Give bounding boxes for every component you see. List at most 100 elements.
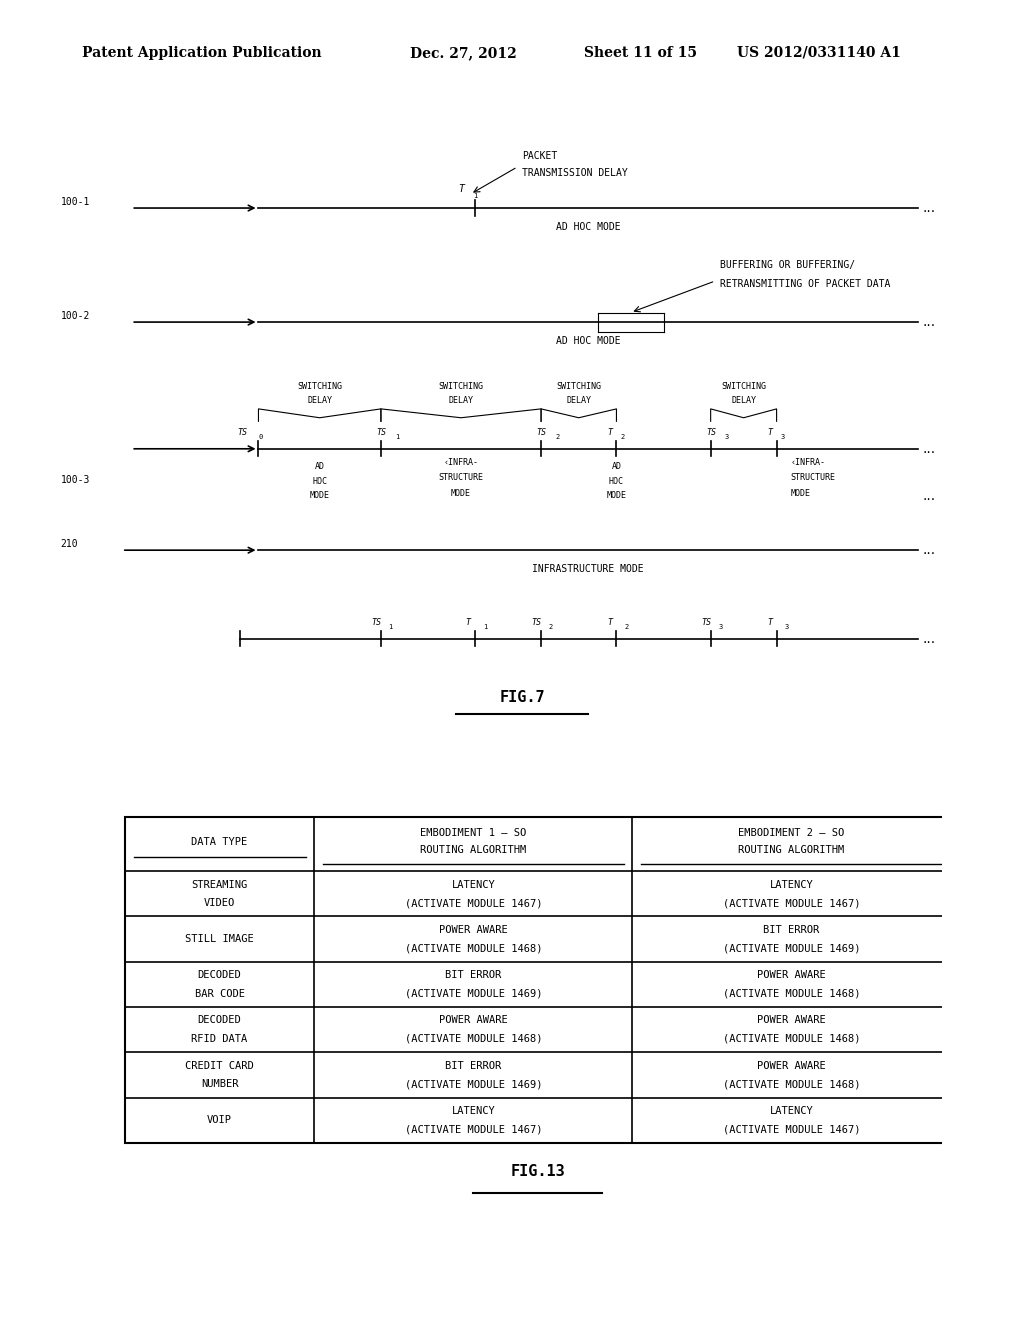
Text: 1: 1 — [482, 624, 487, 630]
Text: 2: 2 — [549, 624, 553, 630]
Text: SWITCHING: SWITCHING — [556, 381, 601, 391]
Text: US 2012/0331140 A1: US 2012/0331140 A1 — [737, 46, 901, 59]
Text: T: T — [466, 618, 471, 627]
Text: TRANSMISSION DELAY: TRANSMISSION DELAY — [522, 169, 628, 178]
Text: AD HOC MODE: AD HOC MODE — [556, 222, 621, 232]
Text: (ACTIVATE MODULE 1467): (ACTIVATE MODULE 1467) — [723, 1125, 860, 1135]
Text: MODE: MODE — [451, 490, 471, 499]
Text: HOC: HOC — [609, 477, 624, 486]
Text: 0: 0 — [258, 434, 263, 440]
Text: ‹INFRA-: ‹INFRA- — [791, 458, 825, 467]
Text: ‹INFRA-: ‹INFRA- — [443, 458, 478, 467]
Text: AD HOC MODE: AD HOC MODE — [556, 337, 621, 346]
Text: ROUTING ALGORITHM: ROUTING ALGORITHM — [738, 845, 845, 855]
Text: BAR CODE: BAR CODE — [195, 989, 245, 999]
Text: TS: TS — [701, 618, 712, 627]
Text: 100-1: 100-1 — [60, 197, 90, 207]
Text: TS: TS — [372, 618, 382, 627]
Text: LATENCY: LATENCY — [452, 879, 496, 890]
Text: TS: TS — [706, 428, 716, 437]
Text: (ACTIVATE MODULE 1467): (ACTIVATE MODULE 1467) — [723, 898, 860, 908]
Text: INFRASTRUCTURE MODE: INFRASTRUCTURE MODE — [532, 565, 644, 574]
Text: TS: TS — [376, 428, 386, 437]
Text: TS: TS — [531, 618, 542, 627]
Text: TS: TS — [238, 428, 248, 437]
Text: SWITCHING: SWITCHING — [438, 381, 483, 391]
Text: Patent Application Publication: Patent Application Publication — [82, 46, 322, 59]
Text: DECODED: DECODED — [198, 1015, 242, 1026]
Text: STILL IMAGE: STILL IMAGE — [185, 935, 254, 944]
Text: MODE: MODE — [791, 490, 811, 499]
Text: ...: ... — [923, 442, 936, 455]
Text: T: T — [767, 428, 772, 437]
Text: PACKET: PACKET — [522, 150, 557, 161]
Text: HOC: HOC — [312, 477, 328, 486]
Text: T: T — [607, 428, 612, 437]
Text: T: T — [458, 183, 464, 194]
Text: 1: 1 — [473, 193, 477, 198]
Text: (ACTIVATE MODULE 1467): (ACTIVATE MODULE 1467) — [404, 1125, 542, 1135]
Text: NUMBER: NUMBER — [201, 1080, 239, 1089]
Text: 2: 2 — [555, 434, 559, 440]
Text: 3: 3 — [725, 434, 729, 440]
Text: FIG.7: FIG.7 — [500, 690, 545, 705]
Text: VIDEO: VIDEO — [204, 898, 236, 908]
Text: ...: ... — [923, 315, 936, 329]
Text: 2: 2 — [621, 434, 625, 440]
Text: 3: 3 — [784, 624, 788, 630]
Text: SWITCHING: SWITCHING — [721, 381, 766, 391]
Text: T: T — [607, 618, 612, 627]
Text: (ACTIVATE MODULE 1468): (ACTIVATE MODULE 1468) — [404, 944, 542, 953]
Text: POWER AWARE: POWER AWARE — [439, 1015, 508, 1026]
Text: (ACTIVATE MODULE 1467): (ACTIVATE MODULE 1467) — [404, 898, 542, 908]
Text: BIT ERROR: BIT ERROR — [445, 970, 502, 981]
Text: POWER AWARE: POWER AWARE — [439, 925, 508, 935]
Text: DELAY: DELAY — [449, 396, 473, 405]
Text: VOIP: VOIP — [207, 1115, 232, 1125]
Text: TS: TS — [537, 428, 547, 437]
Text: 2: 2 — [624, 624, 629, 630]
Text: POWER AWARE: POWER AWARE — [757, 1015, 826, 1026]
Text: BIT ERROR: BIT ERROR — [445, 1061, 502, 1071]
Text: DELAY: DELAY — [307, 396, 332, 405]
Text: (ACTIVATE MODULE 1469): (ACTIVATE MODULE 1469) — [404, 989, 542, 999]
Text: Sheet 11 of 15: Sheet 11 of 15 — [584, 46, 696, 59]
Text: EMBODIMENT 2 – SO: EMBODIMENT 2 – SO — [738, 828, 845, 838]
Text: 100-3: 100-3 — [60, 475, 90, 486]
Text: (ACTIVATE MODULE 1468): (ACTIVATE MODULE 1468) — [723, 1034, 860, 1044]
Text: 1: 1 — [395, 434, 399, 440]
Text: STRUCTURE: STRUCTURE — [438, 474, 483, 483]
Text: DELAY: DELAY — [566, 396, 591, 405]
Text: 100-2: 100-2 — [60, 310, 90, 321]
Text: RFID DATA: RFID DATA — [191, 1034, 248, 1044]
Text: 3: 3 — [718, 624, 723, 630]
Text: LATENCY: LATENCY — [770, 1106, 813, 1115]
Text: STREAMING: STREAMING — [191, 879, 248, 890]
Text: RETRANSMITTING OF PACKET DATA: RETRANSMITTING OF PACKET DATA — [720, 280, 891, 289]
Text: 210: 210 — [60, 539, 78, 549]
Text: AD: AD — [314, 462, 325, 471]
Text: Dec. 27, 2012: Dec. 27, 2012 — [410, 46, 516, 59]
Bar — [125, 817, 950, 1143]
Text: POWER AWARE: POWER AWARE — [757, 1061, 826, 1071]
Text: FIG.13: FIG.13 — [510, 1164, 565, 1179]
Text: DELAY: DELAY — [731, 396, 756, 405]
Text: (ACTIVATE MODULE 1468): (ACTIVATE MODULE 1468) — [723, 1080, 860, 1089]
Text: BIT ERROR: BIT ERROR — [764, 925, 819, 935]
Text: BUFFERING OR BUFFERING/: BUFFERING OR BUFFERING/ — [720, 260, 855, 271]
Text: SWITCHING: SWITCHING — [297, 381, 342, 391]
Text: (ACTIVATE MODULE 1468): (ACTIVATE MODULE 1468) — [404, 1034, 542, 1044]
Text: CREDIT CARD: CREDIT CARD — [185, 1061, 254, 1071]
Text: (ACTIVATE MODULE 1468): (ACTIVATE MODULE 1468) — [723, 989, 860, 999]
Text: ...: ... — [923, 543, 936, 557]
Text: T: T — [767, 618, 772, 627]
Text: 1: 1 — [388, 624, 393, 630]
Text: AD: AD — [611, 462, 622, 471]
Text: POWER AWARE: POWER AWARE — [757, 970, 826, 981]
Text: ...: ... — [923, 490, 936, 503]
Text: LATENCY: LATENCY — [770, 879, 813, 890]
Text: MODE: MODE — [309, 491, 330, 500]
Text: EMBODIMENT 1 – SO: EMBODIMENT 1 – SO — [420, 828, 526, 838]
Text: (ACTIVATE MODULE 1469): (ACTIVATE MODULE 1469) — [723, 944, 860, 953]
Text: MODE: MODE — [606, 491, 627, 500]
